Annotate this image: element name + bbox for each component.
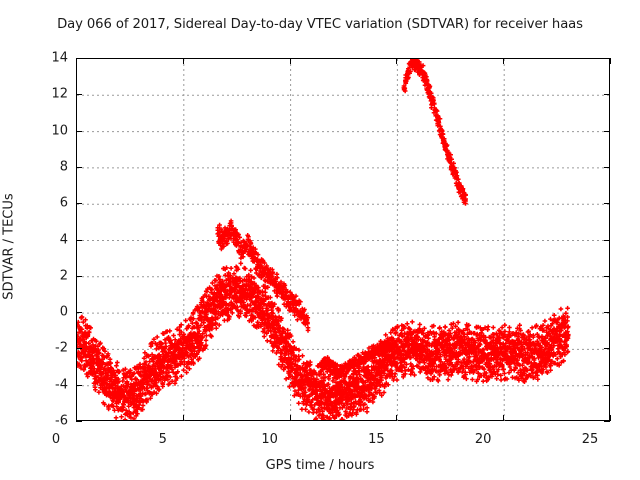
x-tick-mark [183,415,184,421]
y-tick-mark [604,385,610,386]
y-tick-label: 14 [51,50,68,66]
y-tick-label: 4 [59,232,68,247]
y-tick-mark [604,348,610,349]
chart-title: Day 066 of 2017, Sidereal Day-to-day VTE… [57,17,583,32]
x-tick-label: 15 [368,432,385,447]
y-tick-mark [76,203,82,204]
y-tick-mark [604,276,610,277]
y-tick-mark [604,94,610,95]
y-tick-mark [76,58,82,59]
y-tick-mark [604,167,610,168]
y-tick-mark [76,167,82,168]
y-tick-mark [76,385,82,386]
y-tick-mark [76,421,82,422]
y-tick-label: 12 [51,86,68,102]
x-axis-label: GPS time / hours [265,458,375,473]
y-tick-mark [76,312,82,313]
x-tick-mark [610,415,611,421]
y-tick-label: -2 [55,340,68,356]
y-tick-mark [604,58,610,59]
y-tick-mark [76,276,82,277]
y-tick-label: -6 [55,413,68,429]
x-tick-mark [76,415,77,421]
y-tick-mark [604,312,610,313]
x-tick-label: 20 [474,432,492,447]
y-tick-label: 10 [51,123,68,139]
y-tick-label: 8 [59,159,68,175]
x-tick-mark [503,58,504,64]
y-tick-mark [604,421,610,422]
y-tick-mark [604,240,610,241]
y-tick-mark [76,348,82,349]
gridlines [77,59,611,422]
y-tick-mark [604,131,610,132]
y-tick-label: 0 [59,304,68,320]
x-tick-mark [183,58,184,64]
x-tick-label: 5 [158,432,167,447]
y-tick-mark [76,94,82,95]
x-tick-mark [396,415,397,421]
y-tick-label: 6 [59,195,68,211]
y-tick-label: -4 [55,377,68,393]
x-tick-mark [610,58,611,64]
x-tick-mark [503,415,504,421]
x-tick-label: 10 [261,432,278,447]
x-tick-mark [396,58,397,64]
y-tick-mark [76,240,82,241]
plot-area [76,58,611,422]
x-tick-mark [76,58,77,64]
y-tick-mark [76,131,82,132]
x-tick-mark [290,415,291,421]
y-axis-label: SDTVAR / TECUs [1,193,17,300]
x-tick-label: 0 [51,432,61,447]
y-tick-label: 2 [59,268,68,284]
y-tick-mark [604,203,610,204]
x-tick-mark [290,58,291,64]
x-tick-label: 25 [581,432,599,447]
data-series-layer [77,59,609,420]
